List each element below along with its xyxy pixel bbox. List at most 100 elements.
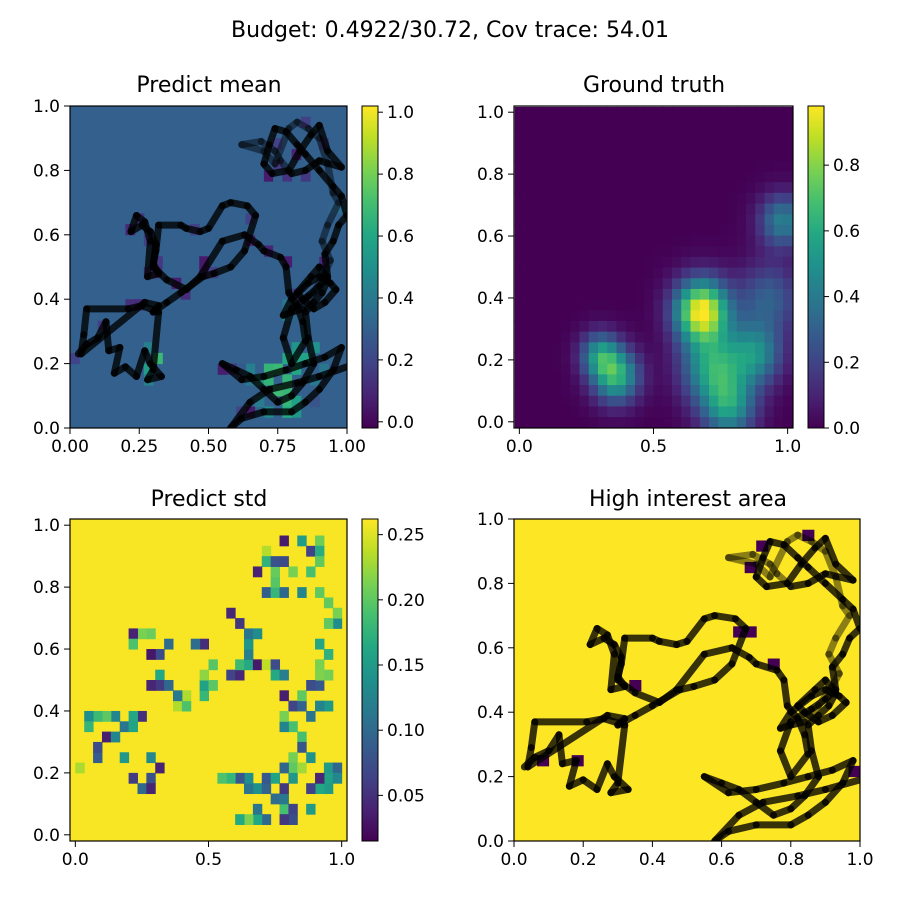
heatmap-cell — [523, 299, 534, 311]
y-tick-label: 0.2 — [33, 355, 60, 375]
heatmap-cell — [588, 181, 599, 193]
heatmap-cell — [110, 731, 121, 743]
heatmap-cell — [533, 384, 544, 396]
heatmap-cell — [252, 783, 263, 795]
heatmap-cell — [597, 192, 608, 204]
heatmap-cell — [736, 213, 747, 225]
axes-frame — [513, 518, 861, 842]
heatmap-cell — [783, 373, 793, 386]
heatmap-cell — [634, 395, 645, 407]
heatmap-cell — [736, 373, 747, 386]
heatmap-cell — [681, 384, 692, 396]
heatmap-cell — [744, 561, 757, 574]
heatmap-cell — [588, 256, 599, 268]
panel-predict-mean: Predict mean 0.00 0.25 0.50 0.75 1.00 0.0 0.2 0… — [33, 73, 414, 457]
heatmap-cell — [644, 234, 655, 247]
heatmap-cell — [709, 234, 719, 247]
colorbar-tick-label: 0.25 — [387, 526, 425, 546]
heatmap-cell — [755, 405, 766, 418]
path-segment — [241, 211, 260, 255]
heatmap-cell — [672, 416, 682, 428]
heatmap-cell — [137, 628, 147, 640]
heatmap-cell — [560, 149, 571, 161]
heatmap-cell — [634, 106, 645, 119]
heatmap-cell — [236, 256, 246, 268]
heatmap-cell — [662, 256, 673, 268]
heatmap-cell — [588, 192, 599, 204]
heatmap-cell — [783, 213, 793, 225]
heatmap-cell — [746, 202, 756, 215]
heatmap-cell — [523, 138, 534, 151]
heatmap-cell — [588, 320, 599, 332]
heatmap-cell — [270, 566, 281, 578]
heatmap-cell — [279, 721, 289, 733]
heatmap-cell — [180, 277, 191, 289]
heatmap-cell — [337, 352, 347, 365]
heatmap-cell — [634, 416, 645, 428]
heatmap-cell — [718, 128, 729, 140]
heatmap-cell — [570, 288, 581, 300]
heatmap-cell — [523, 395, 534, 407]
heatmap-cell — [690, 213, 701, 225]
heatmap-cell — [146, 628, 156, 640]
heatmap-cell — [681, 277, 692, 289]
heatmap-cell — [755, 341, 766, 354]
heatmap-cell — [533, 331, 544, 343]
heatmap-cell — [681, 331, 692, 343]
heatmap-cell — [560, 224, 571, 236]
heatmap-cell — [718, 405, 729, 418]
x-tick-label: 0.4 — [639, 850, 666, 870]
heatmap-cell — [597, 138, 608, 151]
heatmap-cell — [551, 170, 562, 183]
heatmap-cell — [288, 700, 298, 712]
heatmap-cell — [514, 395, 525, 407]
heatmap-cell — [764, 384, 775, 396]
heatmap-cell — [514, 202, 525, 215]
heatmap-cell — [288, 721, 298, 733]
heatmap-cell — [690, 234, 701, 247]
heatmap-cell — [607, 331, 618, 343]
heatmap-cell — [551, 384, 562, 396]
heatmap-cell — [644, 138, 655, 151]
heatmap-cell — [542, 267, 553, 279]
heatmap-cell — [690, 309, 701, 321]
heatmap-cell — [514, 288, 525, 300]
heatmap-cell — [306, 566, 316, 578]
heatmap-cell — [607, 149, 618, 161]
heatmap-cell — [755, 320, 766, 332]
heatmap-cell — [616, 267, 627, 279]
heatmap-cell — [681, 256, 692, 268]
heatmap-cell — [533, 395, 544, 407]
heatmap-cell — [560, 320, 571, 332]
heatmap-cell — [533, 405, 544, 418]
heatmap-cell — [755, 288, 766, 300]
heatmap-cell — [773, 395, 784, 407]
heatmap-cell — [709, 331, 719, 343]
heatmap-cell — [143, 342, 154, 354]
heatmap-cell — [597, 128, 608, 140]
heatmap-cell — [662, 149, 673, 161]
heatmap-cell — [699, 213, 710, 225]
heatmap-cell — [625, 245, 636, 257]
heatmap-cell — [533, 299, 544, 311]
heatmap-cell — [560, 170, 571, 183]
heatmap-cell — [279, 669, 289, 681]
heatmap-cell — [560, 160, 571, 172]
heatmap-cell — [736, 277, 747, 289]
heatmap-cell — [727, 373, 738, 386]
heatmap-cell — [718, 395, 729, 407]
heatmap-cell — [588, 416, 599, 428]
heatmap-cell — [560, 299, 571, 311]
path-segment — [725, 554, 760, 568]
heatmap-cell — [718, 202, 729, 215]
heatmap-cell — [551, 106, 562, 119]
heatmap-cell — [570, 138, 581, 151]
heatmap-cell — [588, 331, 599, 343]
path-segment — [832, 612, 854, 642]
heatmap-cell — [319, 116, 330, 128]
heatmap-cell — [288, 814, 298, 825]
heatmap-cell — [560, 213, 571, 225]
colorbar-tick-label: 0.4 — [833, 288, 860, 308]
heatmap-cell — [672, 309, 682, 321]
path-segment — [271, 147, 285, 165]
